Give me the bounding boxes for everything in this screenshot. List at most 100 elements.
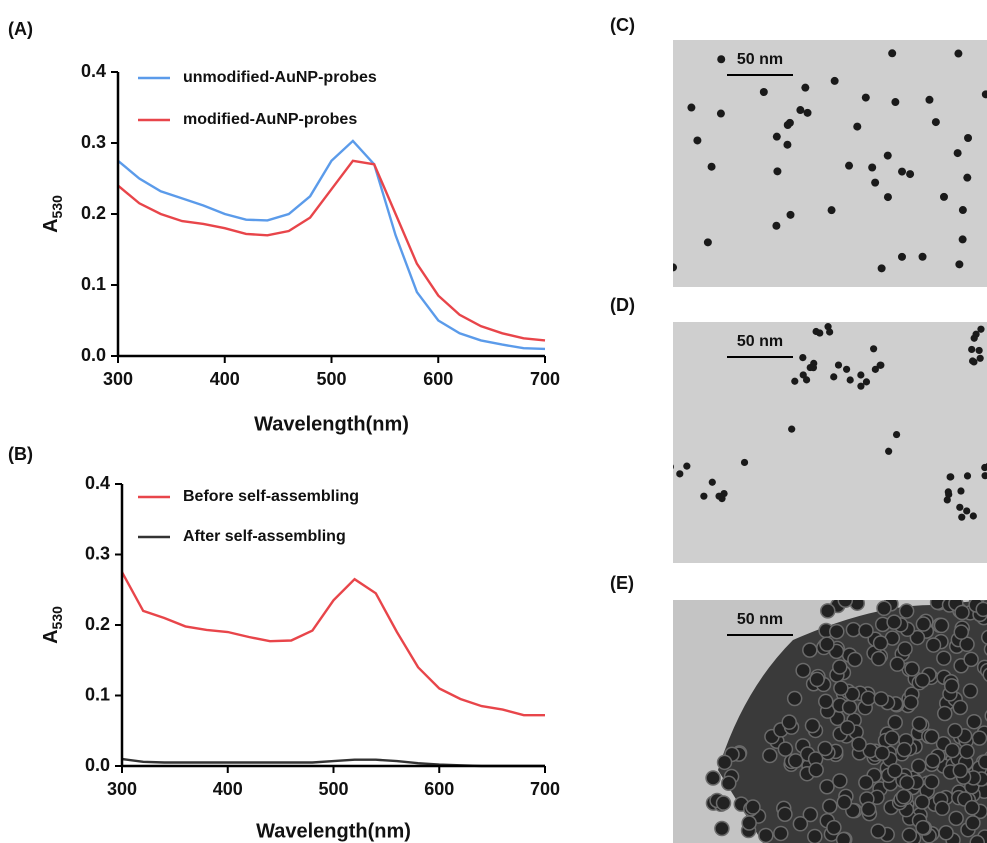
- nanoparticle: [981, 90, 987, 99]
- y-axis-label-main: A: [40, 218, 62, 232]
- nanoparticle: [676, 470, 684, 478]
- x-tick-label: 600: [423, 369, 453, 389]
- nanoparticle: [899, 774, 915, 791]
- nanoparticle: [952, 762, 969, 779]
- y-axis-label-main: A: [40, 629, 62, 643]
- nanoparticle: [898, 603, 915, 619]
- panel-label: (A): [8, 19, 33, 39]
- nanoparticle: [947, 722, 963, 739]
- nanoparticle: [977, 325, 985, 333]
- nanoparticle: [954, 604, 970, 621]
- nanoparticle: [963, 173, 972, 182]
- nanoparticle: [959, 743, 975, 760]
- nanoparticle: [980, 629, 987, 645]
- nanoparticle: [820, 603, 836, 619]
- scale-bar-label: 50 nm: [737, 333, 783, 350]
- nanoparticle: [716, 109, 725, 118]
- nanoparticle: [758, 827, 774, 843]
- nanoparticle: [897, 252, 906, 261]
- nanoparticle: [964, 799, 980, 816]
- nanoparticle: [673, 471, 674, 473]
- nanoparticle: [861, 93, 870, 102]
- y-tick-label: 0.3: [85, 543, 110, 563]
- nanoparticle: [759, 88, 768, 97]
- nanoparticle: [827, 206, 836, 215]
- y-tick-label: 0.2: [81, 203, 106, 223]
- nanoparticle: [787, 753, 804, 769]
- nanoparticle: [762, 747, 778, 764]
- nanoparticle: [915, 616, 932, 632]
- nanoparticle: [703, 238, 712, 247]
- legend-label: unmodified-AuNP-probes: [183, 69, 377, 86]
- nanoparticle: [896, 741, 913, 758]
- nanoparticle: [806, 363, 814, 372]
- nanoparticle: [954, 49, 963, 58]
- legend-label: After self-assembling: [183, 528, 346, 545]
- nanoparticle: [717, 55, 726, 64]
- legend-label: Before self-assembling: [183, 488, 359, 505]
- nanoparticle: [791, 377, 799, 385]
- nanoparticle: [955, 260, 964, 269]
- nanoparticle: [795, 662, 811, 679]
- data-line: [117, 159, 546, 342]
- nanoparticle: [777, 806, 793, 822]
- nanoparticle: [876, 361, 884, 369]
- nanoparticle: [906, 170, 915, 179]
- nanoparticle: [889, 656, 906, 672]
- nanoparticle: [871, 365, 879, 373]
- nanoparticle: [943, 678, 960, 694]
- nanoparticle: [934, 800, 951, 817]
- y-tick-label: 0.4: [85, 473, 110, 493]
- x-tick-label: 700: [530, 779, 560, 799]
- nanoparticle: [708, 478, 716, 486]
- y-axis-label-sub: 530: [49, 195, 65, 219]
- nanoparticle: [904, 661, 920, 677]
- nanoparticle: [687, 103, 696, 112]
- nanoparticle: [969, 512, 977, 520]
- tem-background: [673, 40, 987, 287]
- nanoparticle: [802, 806, 819, 823]
- y-axis-label: A530: [40, 606, 64, 644]
- tem-image: [673, 322, 987, 563]
- nanoparticle: [833, 680, 849, 696]
- nanoparticle: [872, 635, 889, 651]
- nanoparticle: [966, 713, 982, 730]
- nanoparticle: [740, 458, 749, 467]
- nanoparticle: [968, 345, 976, 354]
- y-axis-label-group: A530: [40, 606, 64, 644]
- nanoparticle: [933, 617, 950, 634]
- nanoparticle: [826, 819, 842, 836]
- nanoparticle: [931, 118, 940, 127]
- nanoparticle: [883, 193, 892, 202]
- tem-image: [673, 600, 987, 843]
- nanoparticle: [956, 503, 964, 511]
- y-tick-label: 0.0: [81, 345, 106, 365]
- nanoparticle: [715, 492, 723, 500]
- y-tick-label: 0.1: [81, 274, 106, 294]
- nanoparticle: [883, 151, 892, 160]
- nanoparticle: [983, 642, 987, 656]
- data-line: [117, 139, 546, 351]
- nanoparticle: [925, 95, 934, 104]
- nanoparticle: [846, 376, 854, 384]
- nanoparticle: [683, 462, 691, 470]
- nanoparticle: [830, 373, 838, 381]
- nanoparticle: [891, 98, 900, 107]
- panel-label: (B): [8, 444, 33, 464]
- nanoparticle: [874, 745, 890, 761]
- panel-label: (D): [610, 295, 635, 315]
- nanoparticle: [819, 778, 835, 795]
- data-line: [120, 571, 545, 717]
- x-tick-label: 700: [530, 369, 560, 389]
- nanoparticle: [707, 162, 716, 171]
- nanoparticle: [957, 487, 965, 495]
- nanoparticle: [673, 464, 674, 470]
- y-axis-label-sub: 530: [49, 606, 65, 630]
- nanoparticle: [741, 815, 757, 831]
- nanoparticle: [673, 263, 678, 272]
- nanoparticle: [819, 636, 835, 652]
- nanoparticle: [847, 651, 863, 668]
- nanoparticle: [948, 810, 964, 827]
- y-tick-label: 0.4: [81, 61, 106, 81]
